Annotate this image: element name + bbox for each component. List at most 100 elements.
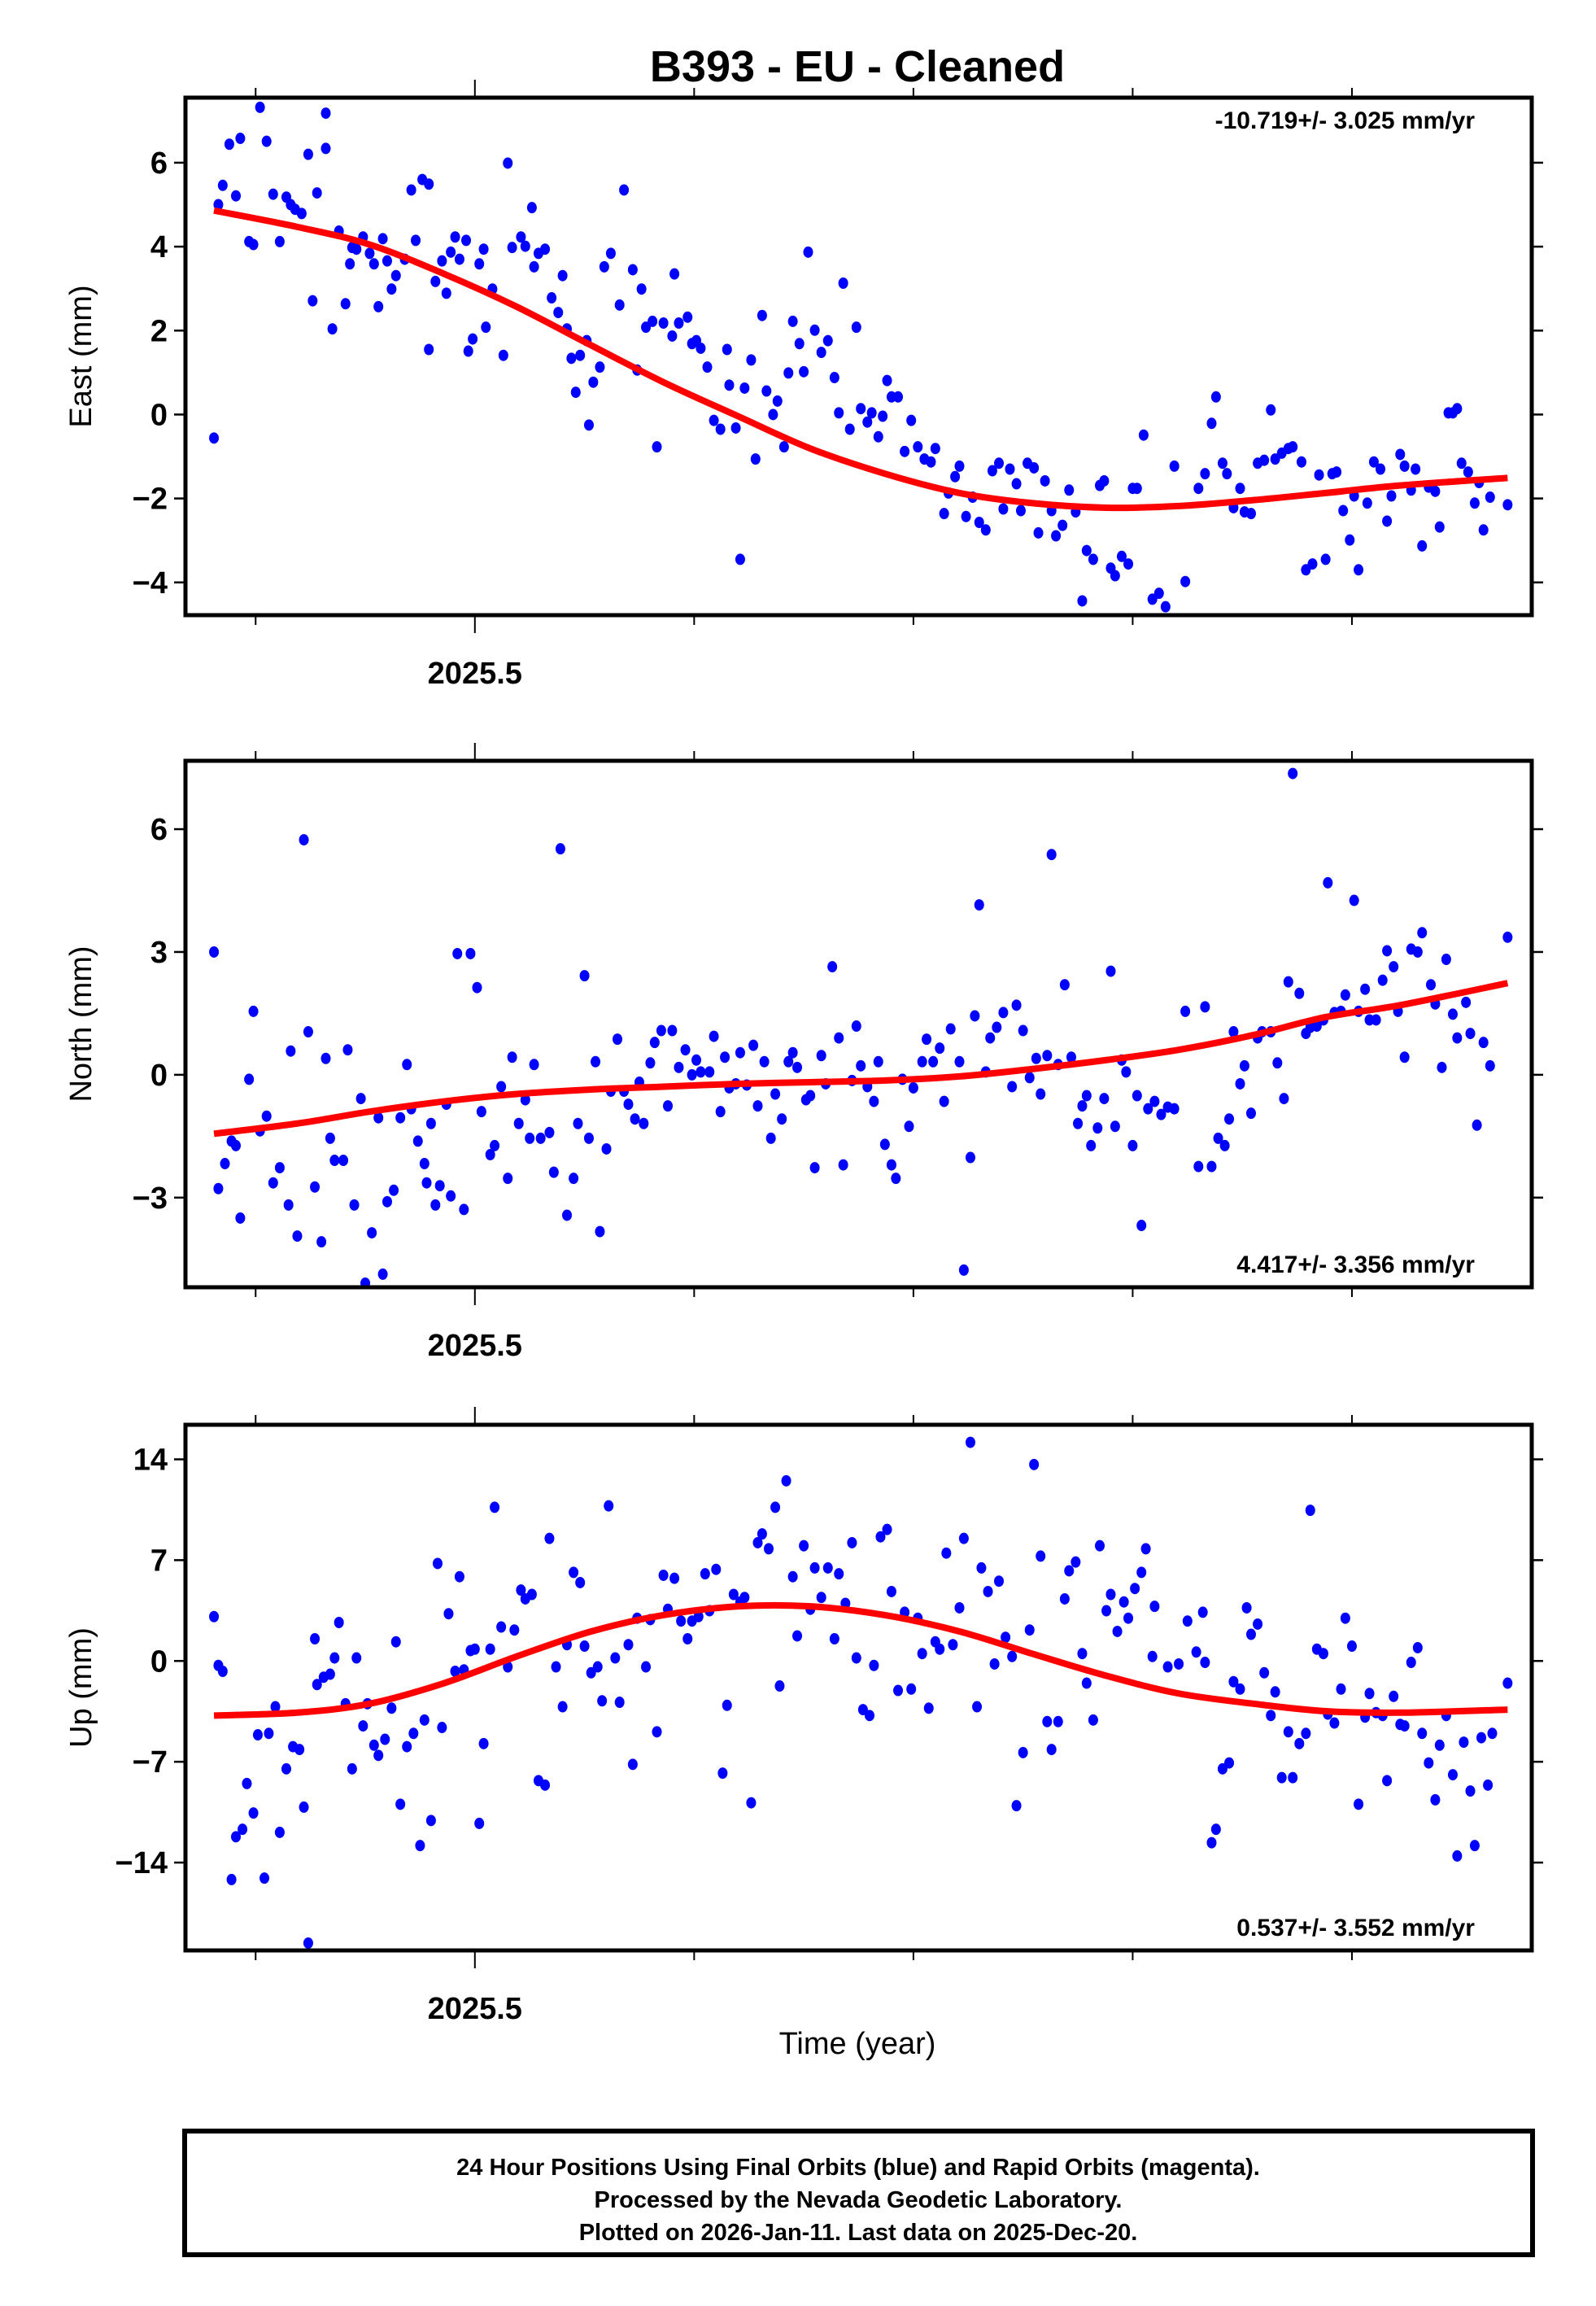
data-point <box>1105 1588 1116 1601</box>
plot-frame <box>183 758 1534 1290</box>
data-point <box>1005 463 1015 475</box>
y-tick-label: 3 <box>150 936 168 970</box>
data-point <box>406 184 416 196</box>
data-point <box>312 1679 322 1691</box>
data-point <box>1036 1550 1046 1562</box>
data-point <box>652 441 662 453</box>
data-point <box>1465 1785 1476 1797</box>
data-point <box>847 1536 857 1548</box>
data-point <box>822 334 833 347</box>
data-point <box>402 1740 412 1753</box>
data-point <box>1399 1720 1410 1732</box>
data-point <box>1485 1059 1495 1072</box>
footer-line-3: Plotted on 2026-Jan-11. Last data on 202… <box>579 2220 1138 2246</box>
data-point <box>268 188 278 200</box>
fit-curve <box>213 1601 1508 1719</box>
data-point <box>945 1023 956 1035</box>
data-point <box>1064 484 1075 496</box>
data-point <box>1430 1793 1441 1806</box>
data-point <box>367 1227 377 1239</box>
data-point <box>935 1042 945 1055</box>
data-point <box>1182 1615 1193 1627</box>
data-point <box>954 1055 965 1068</box>
data-point <box>529 260 539 273</box>
data-point <box>613 1033 623 1046</box>
data-point <box>209 432 220 444</box>
data-point <box>368 1739 379 1751</box>
data-point <box>1463 466 1473 478</box>
data-point <box>516 231 526 243</box>
data-point <box>770 1088 781 1100</box>
data-point <box>248 1005 259 1017</box>
data-point <box>1077 595 1088 607</box>
data-point <box>630 1113 640 1125</box>
data-point <box>1123 558 1134 570</box>
data-point <box>238 1823 248 1836</box>
data-point <box>998 503 1009 515</box>
data-point <box>217 179 228 191</box>
data-point <box>1222 468 1232 480</box>
data-point <box>345 258 355 270</box>
data-point <box>1011 999 1022 1011</box>
data-point <box>792 1630 803 1642</box>
data-point <box>1354 564 1364 576</box>
data-point <box>299 834 309 846</box>
data-point <box>1077 1100 1088 1112</box>
data-point <box>1206 1837 1217 1849</box>
data-point <box>516 1584 526 1596</box>
data-point <box>1130 1583 1140 1595</box>
plot-frame <box>183 1422 1534 1953</box>
data-point <box>1073 1117 1084 1129</box>
data-point <box>503 157 513 169</box>
data-point <box>329 1155 340 1167</box>
data-point <box>415 1840 425 1852</box>
data-point <box>1210 1823 1221 1836</box>
data-point <box>1200 1001 1210 1013</box>
data-point <box>972 1701 983 1713</box>
data-point <box>974 899 984 911</box>
data-point <box>327 323 338 335</box>
data-point <box>838 1159 848 1171</box>
data-point <box>474 258 485 270</box>
data-point <box>950 470 961 483</box>
data-point <box>292 1230 303 1243</box>
data-point <box>478 1737 489 1749</box>
y-tick-label: 0 <box>150 1644 168 1679</box>
data-point <box>763 1543 774 1555</box>
data-point <box>1452 1850 1463 1862</box>
footer-line-1: 24 Hour Positions Using Final Orbits (bl… <box>456 2155 1260 2181</box>
data-points <box>209 1436 1513 1949</box>
data-point <box>325 1668 335 1680</box>
data-point <box>261 1110 272 1122</box>
data-point <box>752 1100 763 1112</box>
data-point <box>1478 524 1489 536</box>
data-point <box>970 1010 980 1022</box>
data-point <box>1235 1077 1245 1090</box>
data-point <box>230 190 241 202</box>
data-point <box>1046 1744 1057 1756</box>
data-point <box>886 1159 896 1171</box>
data-point <box>547 292 557 304</box>
data-point <box>296 207 307 220</box>
data-point <box>1389 961 1399 973</box>
data-point <box>735 553 745 566</box>
data-point <box>639 1117 649 1129</box>
data-point <box>526 1588 537 1601</box>
data-point <box>709 414 719 426</box>
data-point <box>1485 491 1495 504</box>
data-point <box>373 1749 384 1762</box>
data-point <box>377 1268 388 1280</box>
north-panel: 2025.5 6 3 0 −3 North (mm) 4.417+/- 3.356 mm/y… <box>64 743 1543 1363</box>
data-point <box>605 247 616 260</box>
data-point <box>575 1576 586 1588</box>
data-point <box>1296 456 1306 468</box>
data-point <box>443 1608 454 1620</box>
data-point <box>544 1126 555 1138</box>
x-axis-label: Time (year) <box>779 2027 936 2061</box>
data-point <box>252 1729 263 1741</box>
data-point <box>1245 508 1256 520</box>
data-point <box>1036 1088 1046 1100</box>
data-point <box>450 231 460 243</box>
data-point <box>958 1532 969 1544</box>
data-point <box>724 379 735 391</box>
